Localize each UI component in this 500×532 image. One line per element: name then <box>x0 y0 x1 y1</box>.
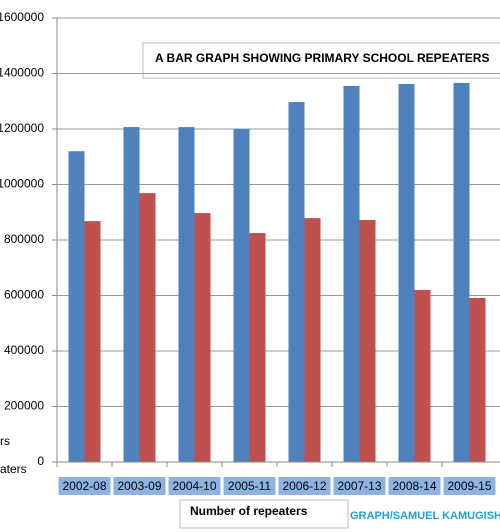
x-tick-label: 2004-10 <box>172 479 216 493</box>
x-tick-label-bg <box>333 477 386 495</box>
x-tick-label: 2002-08 <box>62 479 106 493</box>
x-tick-label-bg <box>278 477 331 495</box>
x-tick-label-bg <box>443 477 496 495</box>
x-tick-label-bg <box>113 477 166 495</box>
bar <box>84 221 101 462</box>
x-tick-label: 2006-12 <box>282 479 326 493</box>
title-box <box>142 42 500 79</box>
y-tick-label: 1000000 <box>0 177 44 191</box>
bar <box>414 289 431 462</box>
bar <box>359 220 376 462</box>
x-tick-label-bg <box>168 477 221 495</box>
x-tick-label-bg <box>388 477 441 495</box>
legend-label: rs <box>0 434 10 448</box>
bar <box>398 84 415 463</box>
y-tick-label: 1200000 <box>0 121 44 135</box>
annotation: GRAPH/SAMUEL KAMUGISH <box>350 510 500 522</box>
x-tick-label-bg <box>58 477 111 495</box>
y-tick-label: 600000 <box>4 288 44 302</box>
y-tick-label: 400000 <box>4 343 44 357</box>
y-tick-label: 800000 <box>4 232 44 246</box>
chart-title: A BAR GRAPH SHOWING PRIMARY SCHOOL REPEA… <box>155 51 489 65</box>
x-label-box <box>179 499 349 529</box>
x-tick-label: 2003-09 <box>117 479 161 493</box>
x-tick-label: 2009-15 <box>447 479 491 493</box>
bar <box>469 297 486 462</box>
x-tick-label: 2008-14 <box>392 479 436 493</box>
bar <box>233 129 250 462</box>
bar <box>178 127 195 463</box>
bar <box>343 85 360 463</box>
bar <box>139 193 156 463</box>
y-tick-label: 0 <box>37 454 44 468</box>
bar <box>288 102 305 463</box>
bar <box>194 213 211 462</box>
x-tick-label: 2007-13 <box>337 479 381 493</box>
x-tick-label-bg <box>223 477 276 495</box>
bar <box>68 151 85 462</box>
bar <box>453 82 470 462</box>
x-axis-label: Number of repeaters <box>190 504 308 518</box>
x-tick-label: 2005-11 <box>228 479 271 493</box>
bar <box>249 233 266 462</box>
y-tick-label: 1600000 <box>0 10 44 24</box>
y-tick-label: 200000 <box>4 399 44 413</box>
legend-label: aters <box>0 462 27 476</box>
y-tick-label: 1400000 <box>0 66 44 80</box>
bar <box>123 127 140 463</box>
bar <box>304 218 321 462</box>
